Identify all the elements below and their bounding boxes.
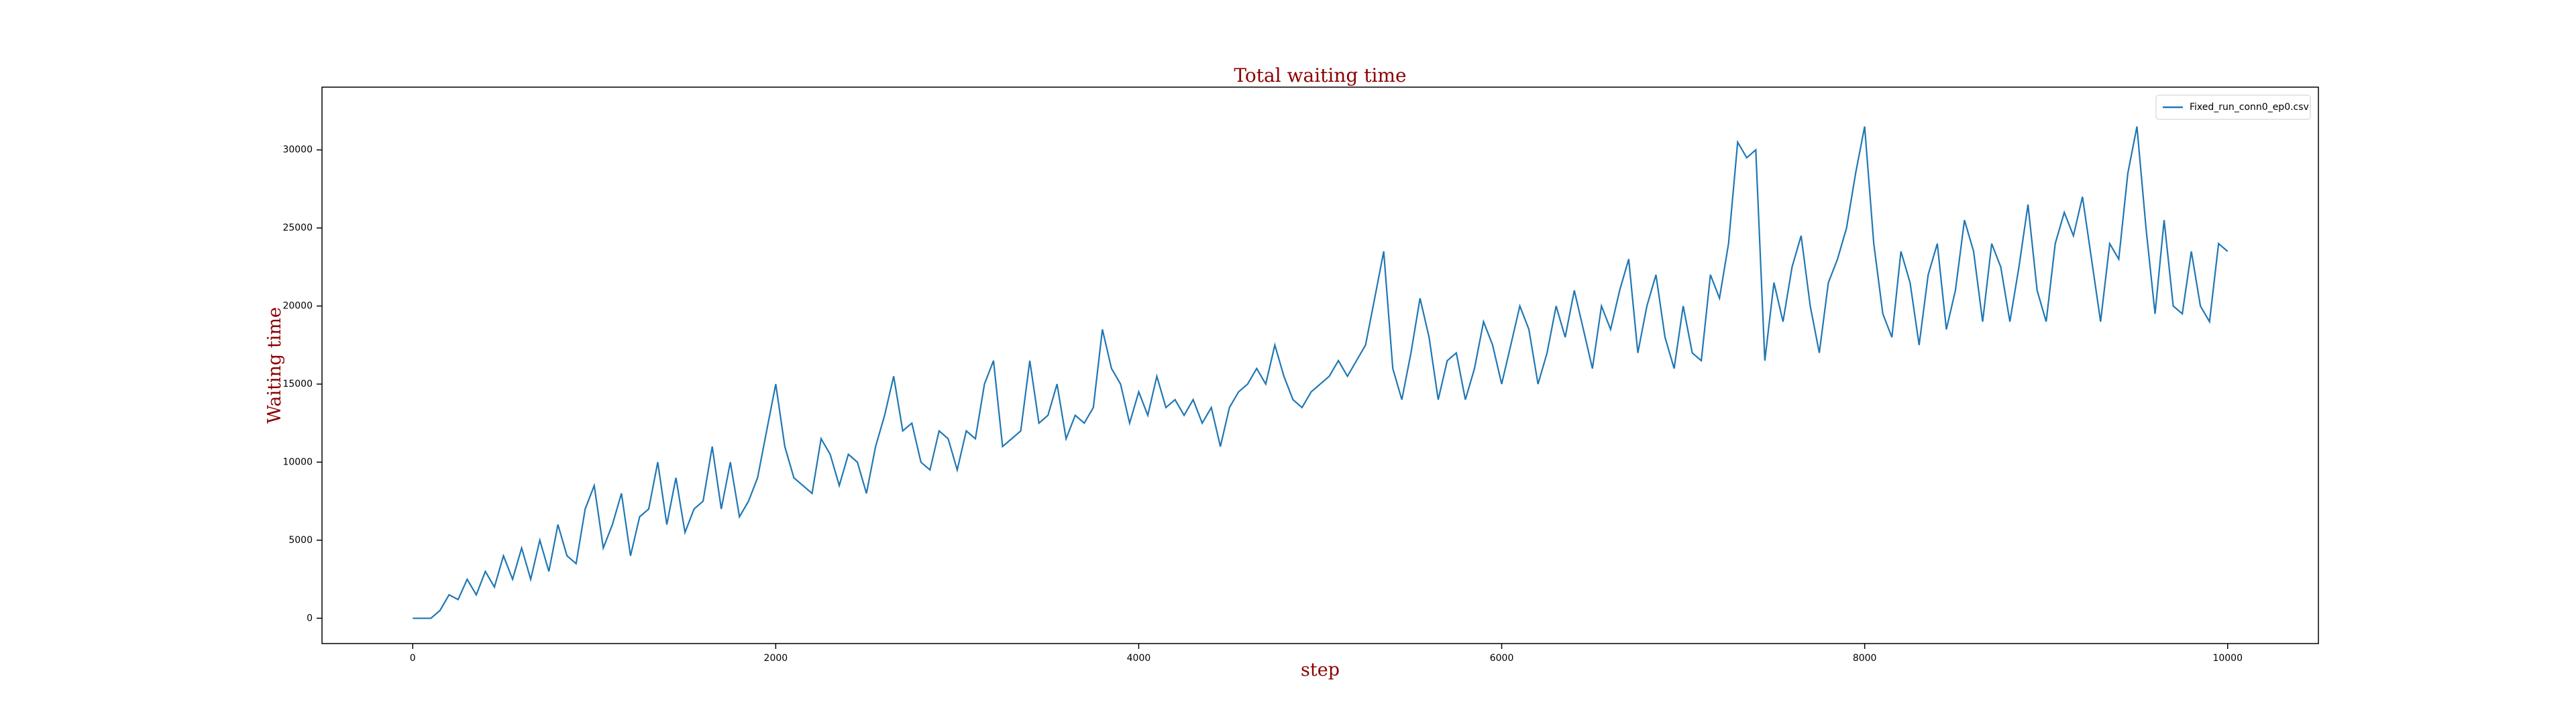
y-tick-label: 20000 — [282, 301, 313, 312]
x-tick-label: 2000 — [764, 653, 788, 664]
data-line — [413, 126, 2229, 619]
x-tick-label: 0 — [410, 653, 416, 664]
x-tick-label: 8000 — [1853, 653, 1877, 664]
x-tick-label: 6000 — [1490, 653, 1514, 664]
y-tick-label: 5000 — [288, 535, 313, 546]
x-axis-label: step — [1301, 660, 1340, 680]
y-axis-label: Waiting time — [264, 307, 285, 424]
x-tick-label: 4000 — [1127, 653, 1151, 664]
y-tick-label: 15000 — [282, 379, 313, 389]
y-tick-label: 10000 — [282, 457, 313, 467]
plot-frame — [321, 86, 2319, 644]
y-tick-label: 0 — [307, 613, 313, 623]
legend-box — [2155, 95, 2311, 120]
y-tick-label: 25000 — [282, 223, 313, 233]
y-tick-label: 30000 — [282, 145, 313, 156]
chart-title: Total waiting time — [1234, 64, 1406, 86]
legend-label: Fixed_run_conn0_ep0.csv — [2190, 102, 2309, 113]
x-tick-label: 10000 — [2212, 653, 2243, 664]
